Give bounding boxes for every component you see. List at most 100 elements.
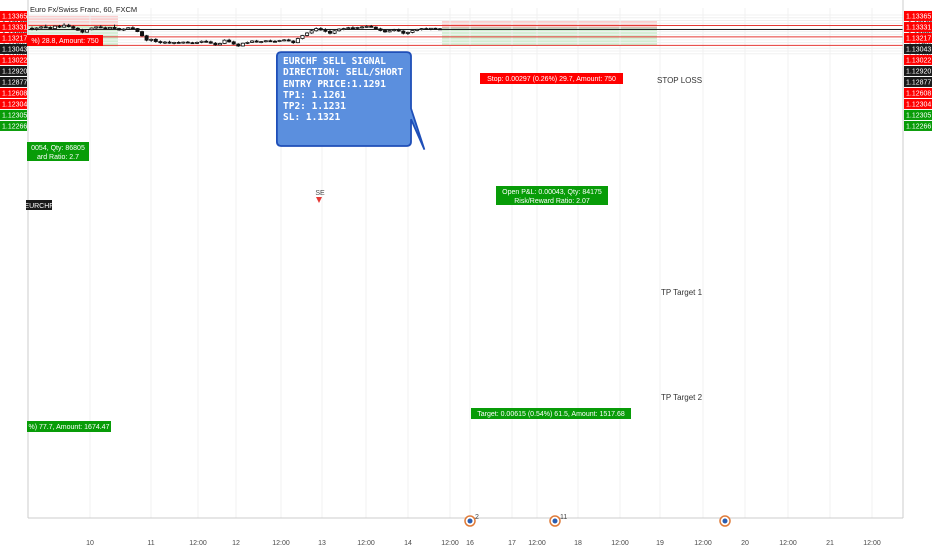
left-symbol-badge (26, 200, 52, 210)
left-target-info-box-label: %) 77.7, Amount: 1674.47 (29, 424, 110, 431)
price-badge-red (904, 32, 932, 43)
price-badge-label: 1.13043 (2, 46, 27, 53)
candle-body (167, 41, 172, 44)
price-badge-label: 1.13365 (2, 13, 27, 20)
price-badge-black (0, 43, 27, 54)
candle-body (39, 26, 44, 29)
x-tick-label: 19 (656, 540, 664, 547)
candle-body (190, 42, 195, 45)
price-badge-green (904, 109, 932, 120)
candle-body (272, 40, 277, 43)
x-tick-label: 12:00 (357, 540, 375, 547)
candle-body (405, 32, 410, 34)
y-tick-label-right: 1.12800 (908, 29, 932, 36)
price-badge-label: 1.12877 (2, 79, 27, 86)
candle-body (286, 39, 291, 42)
signal-callout-shape (276, 51, 426, 150)
price-badge-label: 1.12920 (906, 68, 931, 75)
stop-loss-label: STOP LOSS (657, 76, 702, 85)
pnl-box (496, 186, 608, 205)
tp1-label: TP Target 1 (661, 288, 703, 297)
price-badge-red (904, 54, 932, 65)
grid (28, 8, 903, 518)
candle-body (327, 30, 332, 34)
price-badge-label: 1.13217 (906, 35, 931, 42)
candle-body (410, 30, 415, 33)
event-marker-dot (552, 518, 558, 524)
candle-body (121, 28, 126, 31)
candle-body (300, 35, 305, 39)
y-tick-label-right: 1.13200 (908, 18, 932, 25)
candle-body (250, 40, 255, 43)
candle-body (172, 41, 177, 44)
candlesticks (29, 23, 442, 47)
horizontal-lines (28, 24, 903, 46)
candle-body (149, 38, 154, 41)
candle-body (309, 30, 314, 34)
price-badge-red (0, 87, 27, 98)
price-badge-label: 1.12920 (2, 68, 27, 75)
price-badge-label: 1.12305 (2, 112, 27, 119)
candle-body (401, 30, 406, 34)
candle-body (89, 27, 94, 31)
pnl-box-label: Open P&L: 0.00043, Qty: 84175 (502, 189, 602, 196)
price-badge-red (904, 10, 932, 21)
candle-body (103, 27, 108, 30)
x-tick-label: 11 (147, 540, 154, 547)
price-badge-label: 1.12305 (906, 112, 931, 119)
candle-body (43, 26, 48, 29)
price-badge-label: 1.12304 (906, 101, 931, 108)
candle-body (268, 40, 273, 43)
x-tick-label: 10 (86, 540, 94, 547)
candle-body (204, 40, 209, 43)
candle-body (130, 27, 135, 30)
signal-line-tp2: TP2: 1.1231 (283, 101, 346, 113)
x-tick-label: 12:00 (441, 540, 459, 547)
candle-body (378, 28, 383, 31)
candle-body (263, 40, 268, 43)
x-tick-label: 18 (574, 540, 582, 547)
annotations: Stop: 0.00297 (0.26%) 29.7, Amount: 750 O… (24, 35, 731, 527)
candle-body (282, 39, 287, 42)
candle-body (144, 35, 149, 41)
candle-body (94, 26, 99, 29)
price-badge-green (904, 120, 932, 131)
event-marker-dot (722, 518, 728, 524)
candle-body (364, 25, 369, 28)
y-tick-label-right: 1.12000 (908, 51, 932, 58)
candle-body (80, 29, 85, 33)
signal-line-entry: ENTRY PRICE:1.1291 (283, 78, 386, 90)
price-badge-label: 1.12608 (906, 90, 931, 97)
candle-body (337, 28, 342, 32)
x-tick-label: 21 (826, 540, 834, 547)
price-badge-red (0, 21, 27, 32)
event-marker-count: 2 (475, 514, 479, 521)
candle-body (48, 27, 53, 29)
candle-body (236, 43, 241, 47)
x-tick-label: 20 (741, 540, 749, 547)
price-badge-label: 1.13331 (2, 24, 27, 31)
candle-body (185, 41, 190, 44)
symbol-title: Euro Fx/Swiss Franc, 60, FXCM (30, 5, 138, 14)
tp2-label: TP Target 2 (661, 393, 703, 402)
signal-line-tp1: TP1: 1.1261 (283, 89, 346, 101)
left-pnl-box-label: 0054, Qty: 86805 (31, 145, 85, 152)
stop-info-box-label: Stop: 0.00297 (0.26%) 29.7, Amount: 750 (487, 76, 616, 83)
price-badge-label: 1.13331 (906, 24, 931, 31)
candle-body (29, 27, 34, 30)
price-badge-black (904, 76, 932, 87)
signal-line-title: EURCHF SELL SIGNAL (283, 56, 386, 67)
event-marker-count: 11 (560, 514, 567, 521)
candle-body (437, 28, 442, 31)
price-badge-black (904, 43, 932, 54)
target-info-box (471, 408, 631, 419)
candle-body (254, 40, 259, 43)
candle-body (75, 27, 80, 31)
candle-body (387, 30, 392, 33)
price-badge-black (904, 65, 932, 76)
candle-body (158, 41, 163, 44)
x-tick-label: 12:00 (528, 540, 546, 547)
candle-body (360, 26, 365, 29)
candle-body (346, 27, 351, 30)
